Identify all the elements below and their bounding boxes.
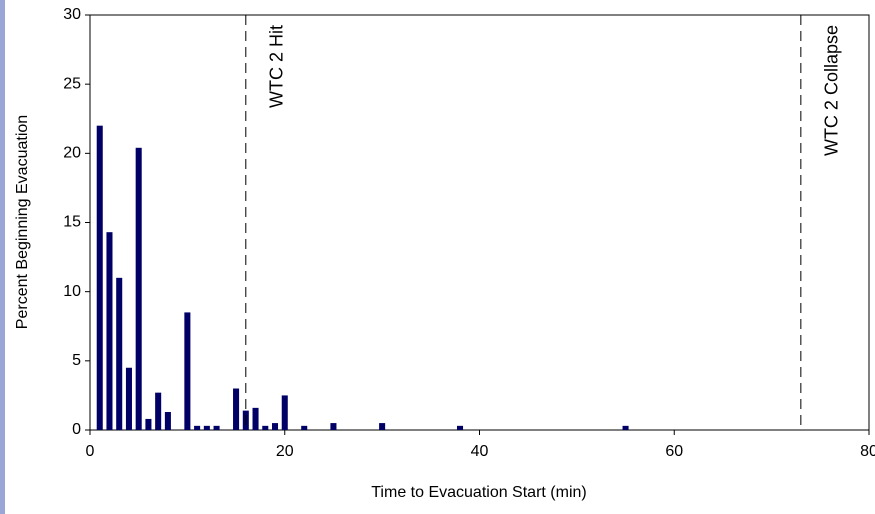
y-tick-label: 10 bbox=[63, 283, 81, 300]
bar bbox=[135, 147, 142, 431]
bar bbox=[271, 423, 279, 430]
bar bbox=[145, 418, 152, 430]
y-tick-label: 15 bbox=[63, 214, 81, 231]
slide-edge bbox=[0, 0, 5, 514]
event-label: WTC 2 Collapse bbox=[822, 25, 842, 156]
bar bbox=[233, 388, 240, 430]
bar bbox=[125, 367, 132, 430]
y-tick-label: 25 bbox=[63, 75, 81, 92]
y-tick-label: 5 bbox=[72, 352, 81, 369]
bar bbox=[301, 425, 308, 430]
y-tick-label: 20 bbox=[63, 145, 81, 162]
y-axis-label: Percent Beginning Evacuation bbox=[14, 115, 31, 329]
bar bbox=[379, 423, 386, 430]
bar bbox=[203, 425, 210, 430]
event-label: WTC 2 Hit bbox=[267, 25, 287, 108]
y-tick-label: 30 bbox=[63, 6, 81, 23]
bar bbox=[164, 412, 171, 430]
bar bbox=[184, 312, 191, 430]
x-tick-label: 60 bbox=[665, 443, 683, 460]
x-tick-label: 20 bbox=[276, 443, 294, 460]
bar bbox=[262, 425, 269, 430]
bar bbox=[622, 425, 629, 430]
bar bbox=[457, 425, 464, 430]
x-tick-label: 0 bbox=[86, 443, 95, 460]
x-tick-label: 80 bbox=[860, 443, 875, 460]
bar bbox=[252, 407, 259, 430]
bar bbox=[213, 425, 220, 430]
x-tick-label: 40 bbox=[471, 443, 489, 460]
bar bbox=[116, 277, 123, 430]
x-axis-label: Time to Evacuation Start (min) bbox=[371, 484, 586, 501]
bar bbox=[96, 125, 103, 431]
bar bbox=[281, 395, 288, 430]
bar bbox=[106, 232, 113, 430]
bar bbox=[194, 425, 201, 430]
bar bbox=[330, 423, 337, 430]
bar bbox=[155, 392, 162, 430]
y-tick-label: 0 bbox=[72, 421, 81, 438]
plot-frame bbox=[89, 14, 870, 431]
